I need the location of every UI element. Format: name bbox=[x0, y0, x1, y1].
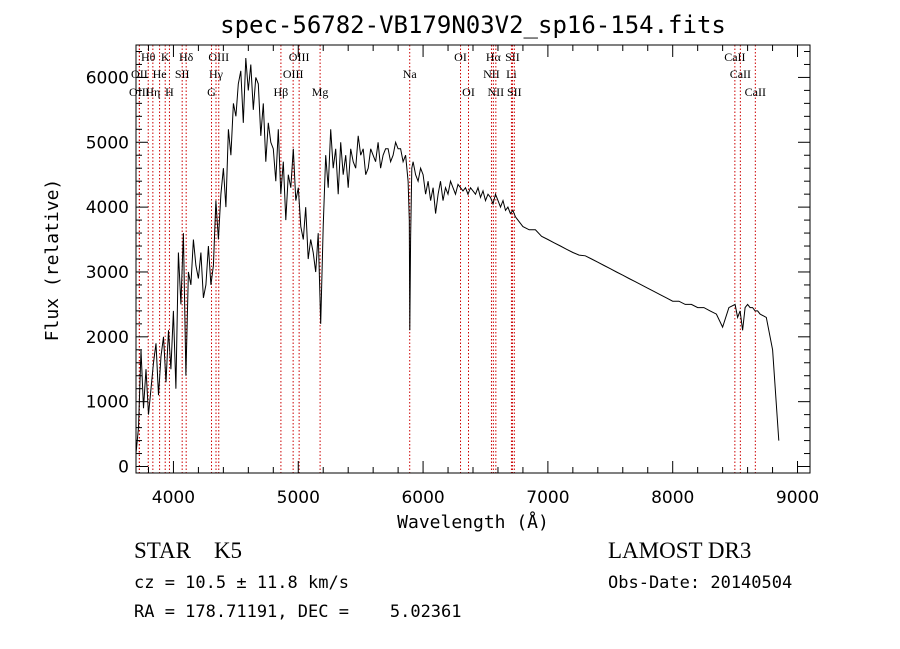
marker-label: Hδ bbox=[179, 50, 194, 64]
marker-label: OI bbox=[462, 85, 475, 99]
marker-label: NII bbox=[483, 67, 500, 81]
x-tick-label: 9000 bbox=[776, 488, 819, 508]
marker-label: Hα bbox=[486, 50, 502, 64]
marker-label: Na bbox=[403, 67, 418, 81]
marker-label: CaII bbox=[745, 85, 766, 99]
survey-label: LAMOST DR3 bbox=[608, 538, 752, 563]
marker-label: OIII bbox=[289, 50, 310, 64]
cz-label: cz = 10.5 ± 11.8 km/s bbox=[134, 573, 349, 593]
plot-frame bbox=[135, 44, 811, 474]
marker-label: CaII bbox=[724, 50, 745, 64]
y-tick-label: 3000 bbox=[86, 263, 129, 283]
x-axis-label: Wavelength (Å) bbox=[397, 511, 549, 533]
y-tick-label: 6000 bbox=[86, 68, 129, 88]
marker-label: Hβ bbox=[274, 85, 289, 99]
spectrum-line bbox=[135, 57, 780, 454]
x-tick-label: 5000 bbox=[277, 488, 320, 508]
marker-label: SII bbox=[175, 67, 190, 81]
marker-label: NII bbox=[488, 85, 505, 99]
coords-label: RA = 178.71191, DEC = 5.02361 bbox=[134, 602, 462, 622]
marker-label: OIII bbox=[208, 50, 229, 64]
marker-label: Mg bbox=[312, 85, 329, 99]
marker-label: CaII bbox=[730, 67, 751, 81]
marker-label: SII bbox=[505, 50, 520, 64]
y-axis-ticks: 0 1000 2000 3000 4000 5000 6000 bbox=[86, 50, 810, 478]
marker-label: He bbox=[153, 67, 167, 81]
y-tick-label: 4000 bbox=[86, 198, 129, 218]
x-tick-label: 4000 bbox=[152, 488, 195, 508]
marker-label: OIII bbox=[283, 67, 304, 81]
x-axis-ticks: 4000 5000 6000 7000 8000 9000 bbox=[147, 45, 819, 508]
class-label: STAR K5 bbox=[134, 538, 243, 563]
marker-label: G bbox=[207, 85, 216, 99]
marker-label: K bbox=[161, 50, 170, 64]
marker-label: OI bbox=[454, 50, 467, 64]
y-tick-label: 2000 bbox=[86, 328, 129, 348]
y-tick-label: 0 bbox=[118, 458, 129, 478]
obs-date-label: Obs-Date: 20140504 bbox=[608, 573, 793, 593]
x-tick-label: 7000 bbox=[526, 488, 569, 508]
y-axis-label: Flux (relative) bbox=[42, 179, 63, 342]
x-tick-label: 6000 bbox=[401, 488, 444, 508]
chart-title: spec-56782-VB179N03V2_sp16-154.fits bbox=[220, 11, 726, 39]
marker-label: OIII bbox=[129, 85, 150, 99]
x-tick-label: 8000 bbox=[651, 488, 694, 508]
marker-label: Hθ bbox=[141, 50, 156, 64]
marker-label: Hγ bbox=[209, 67, 224, 81]
y-tick-label: 5000 bbox=[86, 133, 129, 153]
marker-label: Hη bbox=[145, 85, 160, 99]
marker-label: Li bbox=[506, 67, 517, 81]
marker-label: SII bbox=[507, 85, 522, 99]
marker-label: H bbox=[165, 85, 174, 99]
y-tick-label: 1000 bbox=[86, 393, 129, 413]
